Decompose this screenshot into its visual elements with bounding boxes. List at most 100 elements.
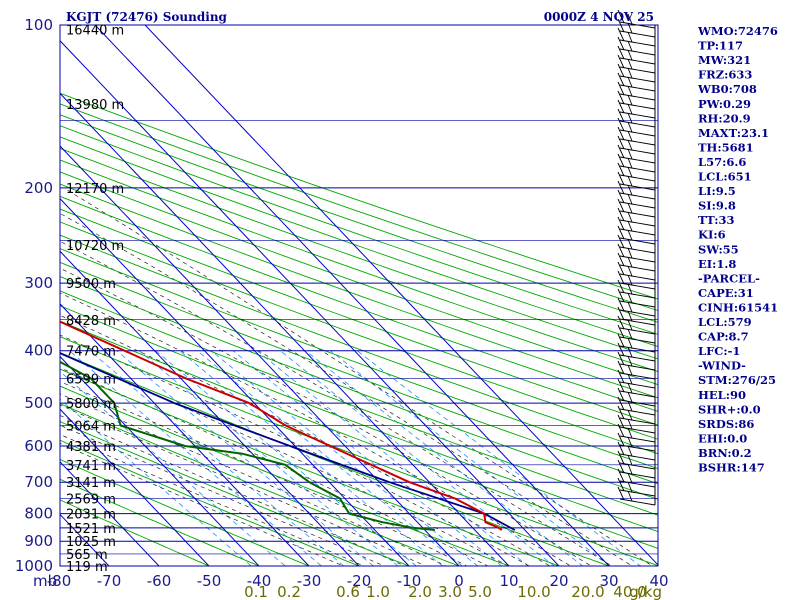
height-label: 5064 m — [66, 420, 116, 435]
index-item: L57:6.6 — [698, 155, 746, 169]
pressure-tick-label: 500 — [24, 394, 53, 412]
dewpoint-trace — [60, 360, 435, 531]
isotherm-line — [144, 25, 658, 566]
wind-barb — [617, 369, 656, 389]
temperature-tick-label: -60 — [147, 572, 172, 590]
wind-barb — [617, 90, 656, 110]
plot-frame — [59, 24, 659, 567]
pressure-tick-label: 100 — [24, 16, 53, 34]
mixing-ratio-tick-label: 5.0 — [468, 583, 492, 600]
mixing-ratio-tick-label: 20.0 — [571, 583, 604, 600]
index-item: SRDS:86 — [698, 417, 754, 431]
dry-adiabat-line — [60, 478, 261, 566]
indices-panel: WMO:72476TP:117MW:321FRZ:633WB0:708PW:0.… — [697, 24, 778, 475]
dry-adiabat-line — [60, 221, 658, 440]
wind-barb — [617, 243, 656, 263]
dry-adiabat-line — [60, 439, 361, 566]
wind-barb — [617, 153, 656, 173]
index-item: EI:1.8 — [698, 257, 736, 271]
wind-barb — [617, 144, 656, 164]
mixing-ratio-unit-label: g/kg — [629, 583, 662, 600]
index-item: TH:5681 — [698, 140, 754, 154]
dry-adiabat-line — [60, 499, 211, 566]
index-item: -PARCEL- — [698, 271, 760, 285]
isotherm-line — [60, 250, 360, 566]
height-label: 1025 m — [66, 535, 116, 550]
temperature-tick-label: -30 — [297, 572, 322, 590]
wind-barb — [617, 261, 656, 281]
index-item: LI:9.5 — [698, 184, 736, 198]
index-item: EHI:0.0 — [698, 431, 747, 445]
mixing-ratio-line — [69, 350, 323, 566]
index-item: LCL:651 — [698, 170, 752, 184]
pressure-tick-label: 800 — [24, 505, 53, 523]
height-label: 16440 m — [66, 24, 124, 39]
height-label: 3741 m — [66, 459, 116, 474]
wind-barb — [617, 207, 656, 227]
dry-adiabat-line — [60, 125, 658, 335]
wind-barb — [617, 306, 656, 326]
height-label: 8428 m — [66, 314, 116, 329]
temperature-tick-label: -10 — [397, 572, 422, 590]
index-item: SW:55 — [698, 242, 739, 256]
height-label: 2031 m — [66, 508, 116, 523]
index-item: BRN:0.2 — [698, 446, 752, 460]
dry-adiabat-line — [60, 92, 658, 300]
wind-barb — [617, 198, 656, 218]
height-labels: 16440 m 13980 m 12170 m 10720 m 9500 m 8428 m… — [66, 24, 124, 575]
wind-barb — [617, 36, 656, 56]
dry-adiabat-line — [60, 171, 658, 386]
wind-barb — [617, 162, 656, 182]
index-item: CAPE:31 — [698, 286, 754, 300]
dry-adiabat-line — [60, 458, 311, 566]
moist-adiabat-line — [60, 240, 613, 566]
isotherm-line — [0, 25, 9, 566]
wind-barb — [617, 9, 656, 29]
wind-barb — [617, 288, 656, 308]
dry-adiabat-line — [60, 159, 658, 373]
mixing-ratio-line — [60, 371, 286, 566]
index-item: LFC:-1 — [698, 344, 740, 358]
wind-barb — [617, 135, 656, 155]
index-item: PW:0.29 — [698, 97, 751, 111]
wind-barb — [617, 108, 656, 128]
index-item: CINH:61541 — [698, 300, 778, 314]
dry-adiabat-line — [60, 276, 658, 500]
index-item: TT:33 — [698, 213, 735, 227]
index-item: SHR+:0.0 — [698, 402, 761, 416]
moist-adiabat-line — [60, 267, 592, 566]
mixing-ratio-tick-label: 0.2 — [277, 583, 301, 600]
wind-barb — [617, 180, 656, 200]
wind-barb — [617, 450, 656, 470]
index-item: TP:117 — [698, 39, 743, 53]
mixing-ratio-tick-label: 40.0 — [613, 583, 646, 600]
pressure-tick-label: 400 — [24, 342, 53, 360]
dry-adiabat-line — [60, 368, 561, 566]
wind-barb — [617, 423, 656, 443]
wind-barb — [617, 315, 656, 335]
dry-adiabat-line — [60, 385, 511, 566]
station-title: KGJT (72476) Sounding — [66, 10, 228, 24]
index-item: MW:321 — [698, 53, 751, 67]
x-axis-label: mb — [33, 572, 57, 590]
index-item: SI:9.8 — [698, 199, 736, 213]
dry-adiabat-line — [60, 421, 411, 566]
wind-barb — [617, 99, 656, 119]
height-label: 5800 m — [66, 397, 116, 412]
moist-adiabat-line — [60, 424, 385, 566]
index-item: -WIND- — [698, 359, 746, 373]
wind-barb — [617, 414, 656, 434]
moist-adiabat-line — [60, 367, 489, 566]
dry-adiabat-line — [60, 147, 658, 360]
pressure-tick-label: 700 — [24, 473, 53, 491]
wind-barb — [617, 297, 656, 317]
height-label: 565 m — [66, 548, 108, 563]
temperature-tick-label: 20 — [549, 572, 568, 590]
height-label: 1521 m — [66, 522, 116, 537]
mixing-ratio-line — [196, 350, 463, 566]
isotherm-line — [60, 408, 210, 566]
parcel-trace — [60, 352, 516, 531]
dry-adiabat-line — [60, 290, 658, 516]
